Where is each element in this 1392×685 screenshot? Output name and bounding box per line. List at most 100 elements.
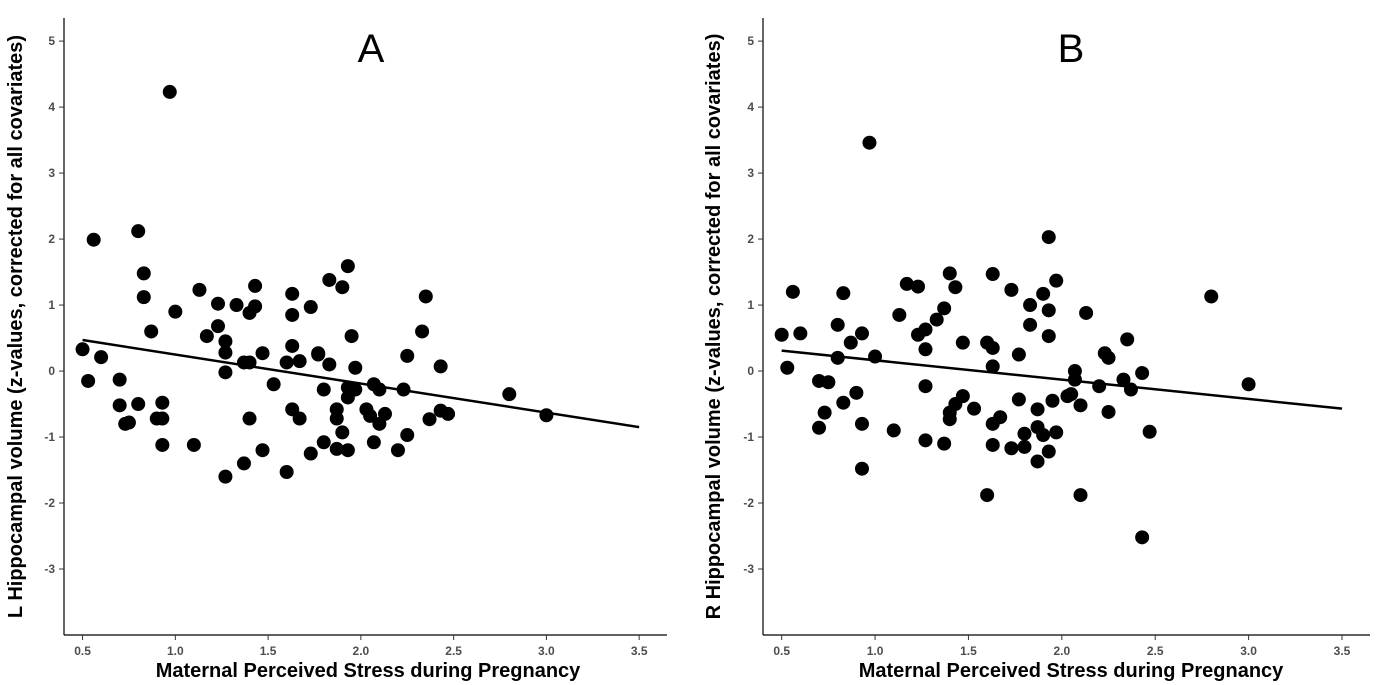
y-tick-label: -1 <box>743 430 754 444</box>
data-point <box>329 411 344 426</box>
y-tick-label: -2 <box>44 496 55 510</box>
data-point <box>236 456 251 471</box>
y-tick-label: 0 <box>747 364 754 378</box>
data-point <box>279 355 294 370</box>
x-axis-title: Maternal Perceived Stress during Pregnan… <box>859 660 1284 682</box>
x-tick-label: 3.5 <box>1334 644 1351 658</box>
data-point <box>1030 402 1045 417</box>
data-point <box>144 324 159 339</box>
data-point <box>329 441 344 456</box>
data-point <box>854 416 869 431</box>
data-point <box>539 408 554 423</box>
data-point <box>229 298 244 313</box>
data-point <box>1241 377 1256 392</box>
data-point <box>86 232 101 247</box>
data-point <box>1041 444 1056 459</box>
data-point <box>830 350 845 365</box>
data-point <box>892 307 907 322</box>
data-point <box>1116 372 1131 387</box>
x-tick-label: 1.0 <box>867 644 884 658</box>
data-point <box>1023 298 1038 313</box>
data-point <box>322 272 337 287</box>
y-tick-label: 5 <box>48 34 55 48</box>
x-tick-label: 2.0 <box>1053 644 1070 658</box>
data-point <box>918 322 933 337</box>
data-point <box>1101 404 1116 419</box>
data-point <box>1049 425 1064 440</box>
panel-b: 0.5 1.0 1.5 2.0 2.5 3.0 3.5 -3 -2 -1 0 1 2 3 4 5 Materna… <box>703 18 1370 682</box>
x-tick-label: 2.5 <box>445 644 462 658</box>
y-axis-title: R Hippocampal volume (z-values, correcte… <box>703 34 725 620</box>
data-point <box>836 395 851 410</box>
data-point <box>348 382 363 397</box>
data-point <box>849 385 864 400</box>
data-point <box>311 347 326 362</box>
data-point <box>886 423 901 438</box>
data-point <box>335 425 350 440</box>
x-tick-label: 0.5 <box>74 644 91 658</box>
data-point <box>121 415 136 430</box>
data-point <box>785 284 800 299</box>
y-tick-label: -1 <box>44 430 55 444</box>
data-point <box>366 435 381 450</box>
data-point <box>993 410 1008 425</box>
data-point <box>218 345 233 360</box>
data-point <box>955 335 970 350</box>
data-point <box>218 365 233 380</box>
data-point <box>316 382 331 397</box>
data-point <box>955 389 970 404</box>
data-point <box>985 359 1000 374</box>
regression-line <box>781 349 1343 410</box>
data-point <box>1135 530 1150 545</box>
data-point <box>255 346 270 361</box>
data-point <box>441 406 456 421</box>
x-tick-label: 3.0 <box>1240 644 1257 658</box>
data-point <box>1011 392 1026 407</box>
data-point <box>836 286 851 301</box>
data-point <box>210 296 225 311</box>
data-point <box>1041 230 1056 245</box>
data-point <box>793 326 808 341</box>
x-tick-label: 3.5 <box>631 644 648 658</box>
data-point <box>248 278 263 293</box>
panel-a: 0.5 1.0 1.5 2.0 2.5 3.0 3.5 -3 -2 -1 0 1 2 3 4 5 Materna… <box>5 18 667 682</box>
data-point <box>937 301 952 316</box>
data-point <box>400 428 415 443</box>
data-point <box>774 327 789 342</box>
data-point <box>918 342 933 357</box>
data-point <box>929 312 944 327</box>
x-axis-title: Maternal Perceived Stress during Pregnan… <box>156 660 581 682</box>
y-tick-label: 2 <box>48 232 55 246</box>
data-point <box>937 436 952 451</box>
data-point <box>155 411 170 426</box>
data-point <box>1092 379 1107 394</box>
data-point <box>1049 273 1064 288</box>
data-point <box>112 372 127 387</box>
data-point <box>1079 305 1094 320</box>
data-point <box>1004 441 1019 456</box>
data-point <box>843 335 858 350</box>
data-point <box>155 437 170 452</box>
data-point <box>81 373 96 388</box>
data-point <box>418 289 433 304</box>
data-point <box>112 398 127 413</box>
data-point <box>218 334 233 349</box>
x-tick-label: 3.0 <box>538 644 555 658</box>
data-point <box>415 324 430 339</box>
data-point <box>967 401 982 416</box>
data-point <box>363 408 378 423</box>
data-point <box>285 286 300 301</box>
data-point <box>248 299 263 314</box>
data-point <box>942 412 957 427</box>
data-point <box>918 379 933 394</box>
data-point <box>942 266 957 281</box>
data-point <box>1041 303 1056 318</box>
data-point <box>1073 488 1088 503</box>
data-point <box>1017 426 1032 441</box>
y-tick-label: 1 <box>48 298 55 312</box>
data-point <box>303 446 318 461</box>
data-point <box>1123 382 1138 397</box>
data-point <box>948 280 963 295</box>
data-point <box>199 329 214 344</box>
